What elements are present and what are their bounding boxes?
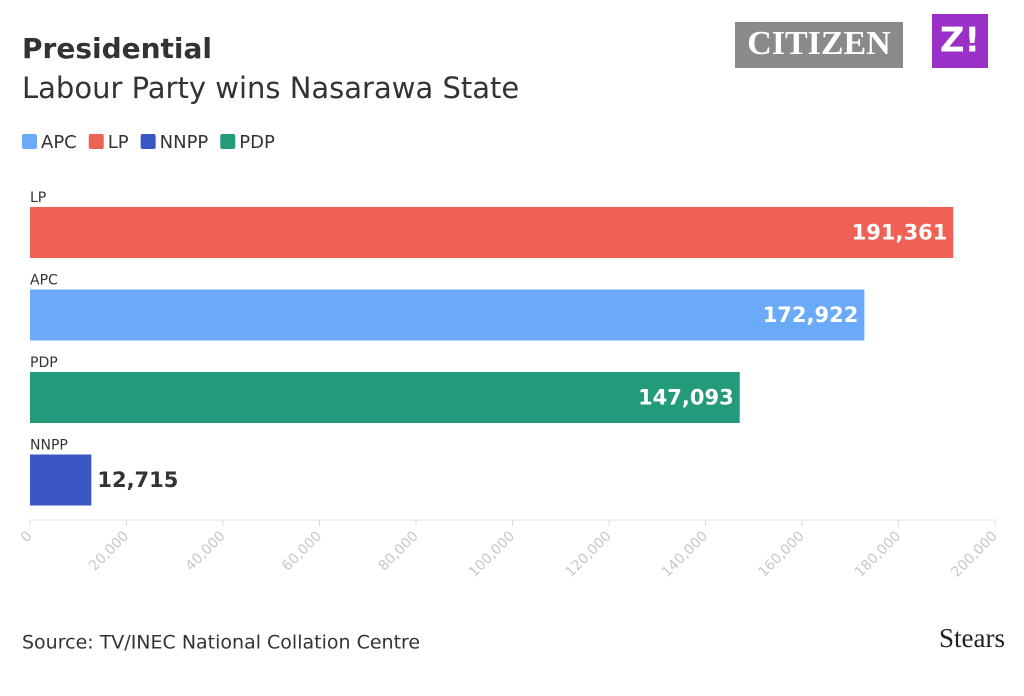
x-tick-label: 40,000	[183, 528, 229, 574]
category-label: APC	[30, 273, 58, 289]
x-tick-label: 0	[18, 528, 36, 546]
category-label: LP	[30, 190, 46, 206]
legend-label: APC	[41, 132, 77, 153]
bar	[30, 207, 954, 258]
x-tick-label: 200,000	[948, 528, 1000, 580]
legend-swatch	[140, 134, 156, 149]
category-label: NNPP	[30, 438, 68, 454]
x-tick-label: 120,000	[562, 528, 614, 580]
value-label: 147,093	[638, 386, 734, 410]
bar	[30, 454, 92, 506]
value-label: 12,715	[97, 468, 178, 492]
x-tick-label: 60,000	[279, 528, 325, 574]
category-label: PDP	[30, 355, 58, 371]
legend-label: LP	[108, 132, 129, 153]
bar	[30, 289, 865, 341]
legend-swatch	[220, 134, 236, 149]
bar	[30, 372, 740, 423]
x-tick-label: 80,000	[376, 528, 422, 574]
legend-swatch	[22, 134, 37, 149]
value-label: 172,922	[763, 303, 859, 327]
x-tick-label: 100,000	[466, 528, 518, 580]
legend-label: NNPP	[160, 132, 209, 153]
x-tick-label: 180,000	[852, 528, 904, 580]
z-logo: Z!	[940, 21, 980, 61]
chart-subtitle: Labour Party wins Nasarawa State	[22, 71, 519, 105]
citizen-logo-box	[735, 22, 903, 68]
source-note: Source: TV/INEC National Collation Centr…	[22, 632, 420, 654]
chart-title: Presidential	[22, 32, 212, 65]
value-label: 191,361	[852, 221, 948, 245]
citizen-logo: CITIZEN	[747, 25, 891, 62]
z-logo-box	[932, 14, 988, 68]
x-tick-label: 140,000	[659, 528, 711, 580]
x-tick-label: 160,000	[755, 528, 807, 580]
stears-logo: Stears	[939, 623, 1005, 653]
x-tick-label: 20,000	[86, 528, 132, 574]
legend-swatch	[88, 134, 104, 149]
legend-label: PDP	[239, 132, 275, 153]
